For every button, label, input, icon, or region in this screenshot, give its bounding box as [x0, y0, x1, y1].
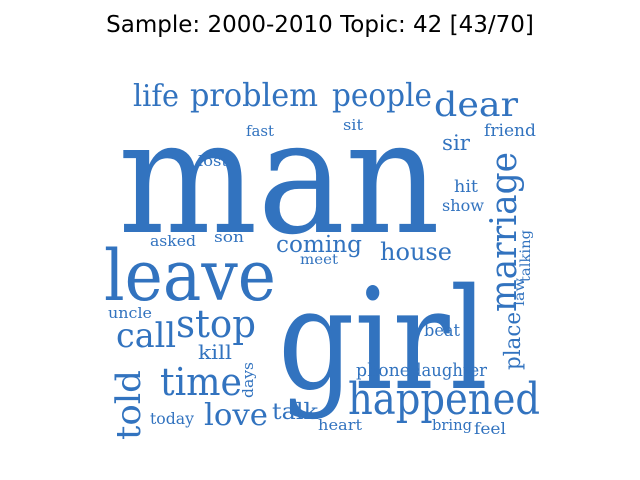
word-heart: heart: [318, 416, 362, 434]
word-today: today: [150, 409, 194, 428]
word-sit: sit: [343, 116, 363, 134]
word-leave: leave: [104, 235, 276, 317]
word-happened: happened: [348, 374, 540, 425]
word-days: days: [239, 362, 257, 398]
word-people: people: [332, 76, 432, 114]
word-hit: hit: [454, 177, 478, 197]
word-phone: phone: [356, 360, 410, 381]
word-daughter: daughter: [411, 360, 487, 381]
word-show: show: [442, 196, 484, 215]
word-love: love: [204, 398, 268, 433]
word-place: place: [501, 312, 526, 370]
word-uncle: uncle: [108, 304, 152, 322]
word-kill: kill: [198, 340, 232, 364]
word-law: law: [512, 278, 528, 306]
word-talk: talk: [272, 400, 319, 425]
word-call: call: [116, 316, 176, 356]
word-fast: fast: [246, 122, 274, 140]
word-problem: problem: [190, 76, 318, 114]
word-bring: bring: [432, 416, 472, 434]
word-girl: girl: [278, 259, 488, 422]
word-son: son: [214, 228, 244, 246]
word-beat: beat: [424, 321, 460, 341]
word-lost: lost: [198, 152, 228, 170]
word-talking: talking: [518, 230, 534, 282]
word-time: time: [160, 360, 242, 404]
word-told: told: [109, 370, 149, 440]
word-marriage: marriage: [484, 152, 525, 312]
word-asked: asked: [150, 232, 196, 250]
word-meet: meet: [300, 252, 338, 268]
word-house: house: [380, 238, 452, 266]
figure-title: Sample: 2000-2010 Topic: 42 [43/70]: [106, 12, 534, 38]
word-friend: friend: [484, 121, 536, 141]
word-dear: dear: [434, 85, 519, 125]
word-feel: feel: [474, 419, 506, 438]
word-sir: sir: [442, 131, 471, 155]
word-coming: coming: [276, 232, 362, 258]
word-stop: stop: [176, 302, 256, 346]
word-life: life: [133, 79, 179, 114]
word-man: man: [118, 86, 440, 270]
